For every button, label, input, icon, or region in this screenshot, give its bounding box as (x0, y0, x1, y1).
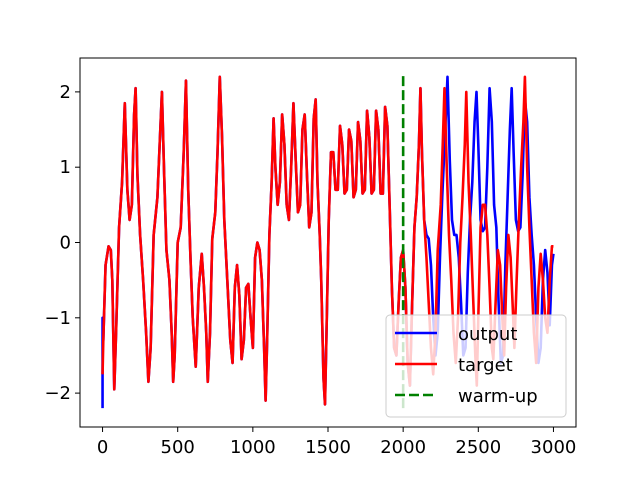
x-tick-label: 2500 (455, 437, 501, 458)
legend-label: output (458, 324, 517, 345)
x-tick-label: 3000 (531, 437, 577, 458)
x-axis: 0 500 1000 1500 2000 2500 3000 (97, 427, 577, 458)
legend: output target warm-up (385, 314, 567, 418)
y-tick-label: 0 (60, 233, 71, 254)
legend-label: warm-up (458, 386, 538, 407)
x-tick-label: 2000 (380, 437, 426, 458)
y-axis: −2 −1 0 1 2 (44, 82, 80, 404)
legend-label: target (458, 355, 513, 376)
series-layer (101, 73, 555, 409)
series-line-target (101, 75, 554, 406)
x-tick-label: 0 (97, 437, 108, 458)
x-tick-label: 1000 (230, 437, 276, 458)
x-tick-label: 500 (161, 437, 195, 458)
y-tick-label: −2 (44, 383, 71, 404)
x-tick-label: 1500 (305, 437, 351, 458)
y-tick-label: 1 (60, 157, 71, 178)
y-tick-label: 2 (60, 82, 71, 103)
y-tick-label: −1 (44, 308, 71, 329)
legend-box (385, 314, 567, 418)
